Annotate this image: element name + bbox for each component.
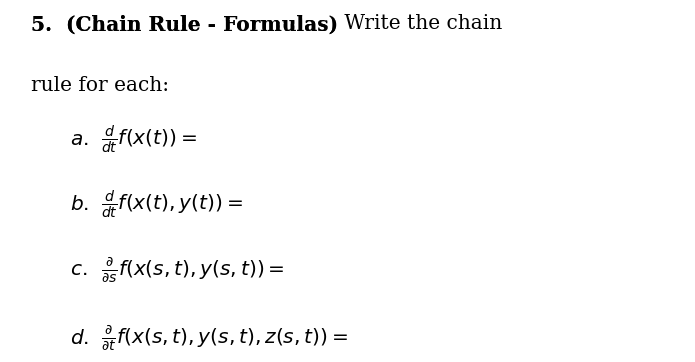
Text: $\frac{d}{dt}f(x(t), y(t)) =$: $\frac{d}{dt}f(x(t), y(t)) =$ [101, 188, 243, 221]
Text: rule for each:: rule for each: [31, 76, 170, 95]
Text: 5.  (Chain Rule - Formulas): 5. (Chain Rule - Formulas) [31, 14, 338, 34]
Text: $\frac{d}{dt}f(x(t)) =$: $\frac{d}{dt}f(x(t)) =$ [101, 123, 197, 156]
Text: $\frac{\partial}{\partial t}f(x(s,t), y(s,t), z(s,t)) =$: $\frac{\partial}{\partial t}f(x(s,t), y(… [101, 324, 348, 353]
Text: $a\mathrm{.}$: $a\mathrm{.}$ [70, 130, 88, 149]
Text: $c\mathrm{.}$: $c\mathrm{.}$ [70, 260, 87, 279]
Text: 5.  (Chain Rule - Formulas): 5. (Chain Rule - Formulas) [31, 14, 338, 34]
Text: $d\mathrm{.}$: $d\mathrm{.}$ [70, 329, 88, 348]
Text: 5.  (Chain Rule - Formulas) Write the chain: 5. (Chain Rule - Formulas) Write the cha… [31, 14, 471, 33]
Text: $b\mathrm{.}$: $b\mathrm{.}$ [70, 195, 88, 214]
Text: Write the chain: Write the chain [338, 14, 502, 33]
Text: $\frac{\partial}{\partial s}f(x(s,t), y(s,t)) =$: $\frac{\partial}{\partial s}f(x(s,t), y(… [101, 256, 284, 284]
